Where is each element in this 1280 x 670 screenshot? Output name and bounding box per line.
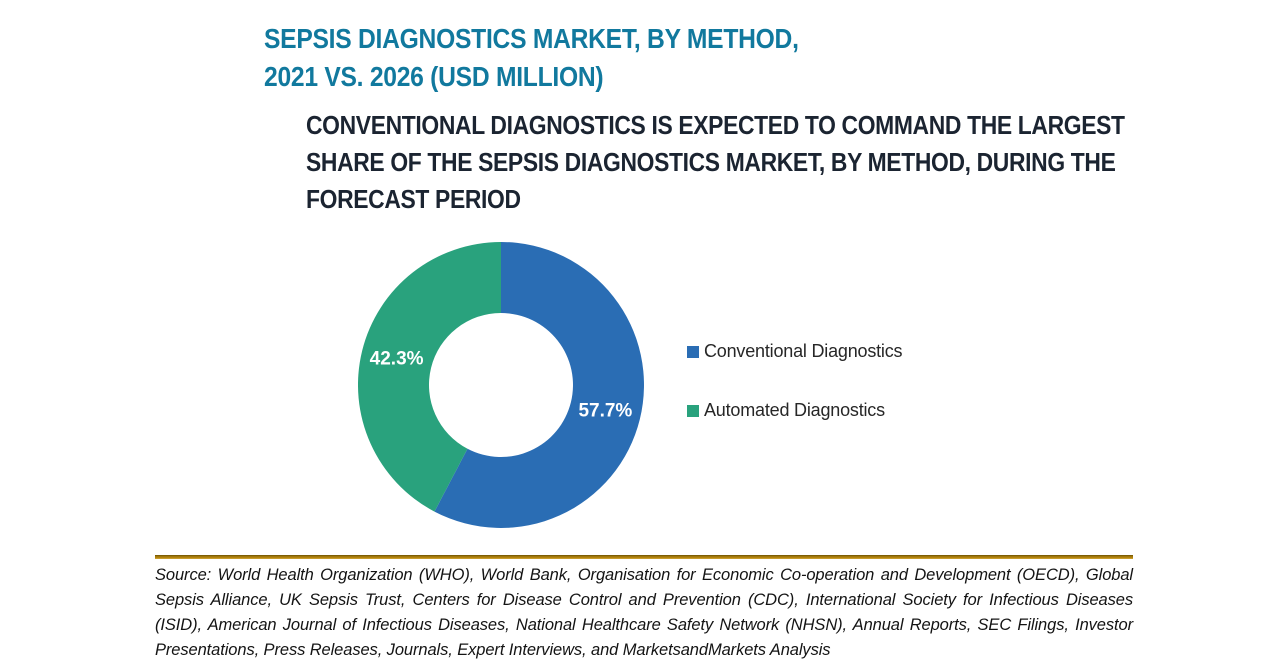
legend-swatch-green-icon <box>687 404 699 417</box>
chart-title-line2: 2021 VS. 2026 (USD MILLION) <box>264 61 604 92</box>
legend-label: Automated Diagnostics <box>704 400 885 420</box>
chart-legend: Conventional Diagnostics Automated Diagn… <box>687 341 903 459</box>
slice-percentage-label: 57.7% <box>578 400 632 421</box>
legend-item-conventional: Conventional Diagnostics <box>687 341 903 362</box>
chart-title: SEPSIS DIAGNOSTICS MARKET, BY METHOD, 20… <box>264 20 799 96</box>
legend-item-automated: Automated Diagnostics <box>687 400 902 421</box>
donut-slice <box>434 242 644 528</box>
slice-percentage-label: 42.3% <box>370 349 424 370</box>
donut-slice <box>358 242 501 512</box>
source-attribution: Source: World Health Organization (WHO),… <box>155 566 1133 659</box>
chart-title-line1: SEPSIS DIAGNOSTICS MARKET, BY METHOD, <box>264 23 799 54</box>
chart-subtitle: CONVENTIONAL DIAGNOSTICS IS EXPECTED TO … <box>306 110 1125 214</box>
legend-label: Conventional Diagnostics <box>704 341 903 361</box>
donut-chart: 57.7% 42.3% <box>358 242 644 528</box>
gold-divider-rule <box>155 555 1133 559</box>
legend-swatch-blue-icon <box>687 345 699 358</box>
